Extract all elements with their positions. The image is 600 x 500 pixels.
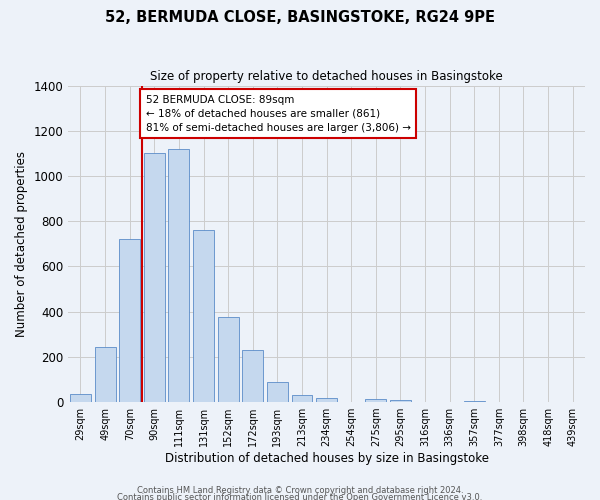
Text: Contains HM Land Registry data © Crown copyright and database right 2024.: Contains HM Land Registry data © Crown c… xyxy=(137,486,463,495)
Bar xyxy=(193,230,214,402)
Bar xyxy=(242,350,263,402)
Bar xyxy=(316,398,337,402)
Y-axis label: Number of detached properties: Number of detached properties xyxy=(15,151,28,337)
Title: Size of property relative to detached houses in Basingstoke: Size of property relative to detached ho… xyxy=(150,70,503,83)
Text: 52 BERMUDA CLOSE: 89sqm
← 18% of detached houses are smaller (861)
81% of semi-d: 52 BERMUDA CLOSE: 89sqm ← 18% of detache… xyxy=(146,94,410,132)
Bar xyxy=(218,318,239,402)
Bar xyxy=(70,394,91,402)
Bar xyxy=(267,382,288,402)
Bar xyxy=(169,149,190,402)
Bar xyxy=(390,400,411,402)
Bar xyxy=(95,346,116,402)
Bar xyxy=(292,396,313,402)
Text: 52, BERMUDA CLOSE, BASINGSTOKE, RG24 9PE: 52, BERMUDA CLOSE, BASINGSTOKE, RG24 9PE xyxy=(105,10,495,25)
Bar xyxy=(119,240,140,402)
Bar xyxy=(464,401,485,402)
Bar xyxy=(144,154,165,402)
Text: Contains public sector information licensed under the Open Government Licence v3: Contains public sector information licen… xyxy=(118,494,482,500)
X-axis label: Distribution of detached houses by size in Basingstoke: Distribution of detached houses by size … xyxy=(164,452,488,465)
Bar xyxy=(365,398,386,402)
